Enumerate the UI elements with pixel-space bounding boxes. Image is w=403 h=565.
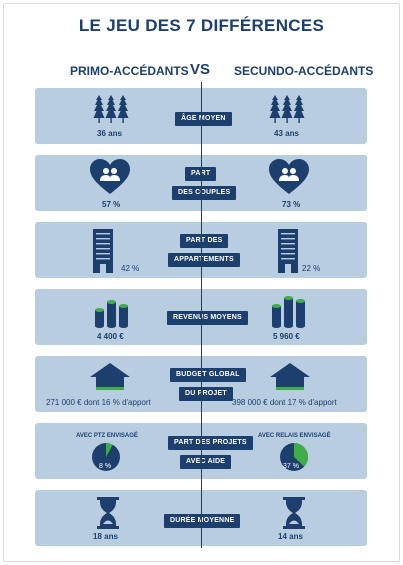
row-apartments-label-line1: PART DES [180,234,229,248]
row-aid-right-value: 37 % [283,463,299,470]
row-couples-left-value: 57 % [102,200,121,209]
header-left: PRIMO-ACCÉDANTS [70,64,189,78]
row-age-right-value: 43 ans [274,129,299,138]
row-apartments-left-value: 42 % [121,264,140,273]
building-icon-right [278,229,298,273]
infographic-frame [3,3,400,562]
trees-icon-right [269,95,305,123]
center-divider [201,82,202,548]
row-budget-left-value: 271 000 € dont 16 % d'apport [46,398,151,407]
row-aid-label-line2: AVEC AIDE [180,455,232,469]
trees-icon-left [93,95,129,123]
row-apartments-right-value: 22 % [302,264,321,273]
header-vs: VS [190,61,211,78]
row-budget-label-line1: BUDGET GLOBAL [170,368,246,382]
building-icon-left [93,229,113,273]
row-aid-label-line1: PART DES PROJETS [168,436,253,450]
row-duration-label: DURÉE MOYENNE [164,514,241,528]
house-icon-left [90,363,130,390]
pie-icon-right [280,443,309,471]
row-couples-label-line2: DES COUPLES [172,186,237,200]
pie-icon-left [92,443,120,471]
row-income-label: REVENUS MOYENS [167,311,248,325]
row-aid-left-value: 8 % [99,463,112,470]
row-budget-right-value: 398 000 € dont 17 % d'apport [232,398,337,407]
heart-couple-icon-right [269,159,309,194]
hourglass-icon-right [283,497,305,529]
row-age-label: ÂGE MOYEN [175,112,232,126]
row-couples-label-line1: PART [185,167,217,181]
row-duration-left-value: 18 ans [93,532,118,541]
heart-couple-icon-left [90,159,130,194]
page-title: LE JEU DES 7 DIFFÉRENCES [78,16,325,35]
row-aid-right-caption: AVEC RELAIS ENVISAGÉ [258,433,331,439]
row-aid-left-caption: AVEC PTZ ENVISAGÉ [76,433,138,439]
row-couples-right-value: 73 % [282,200,301,209]
coins-stack-icon-left [95,300,128,328]
row-budget-label-line2: DU PROJET [179,387,233,401]
hourglass-icon-left [97,497,119,529]
row-apartments-label-line2: APPARTEMENTS [168,253,240,267]
house-icon-right [270,363,310,390]
header-right: SECUNDO-ACCÉDANTS [234,64,374,78]
row-duration-right-value: 14 ans [278,532,303,541]
row-age-left-value: 36 ans [97,129,122,138]
coins-stack-icon-right [272,296,305,328]
row-income-right-value: 5 960 € [273,332,300,341]
row-income-left-value: 4 400 € [97,332,124,341]
